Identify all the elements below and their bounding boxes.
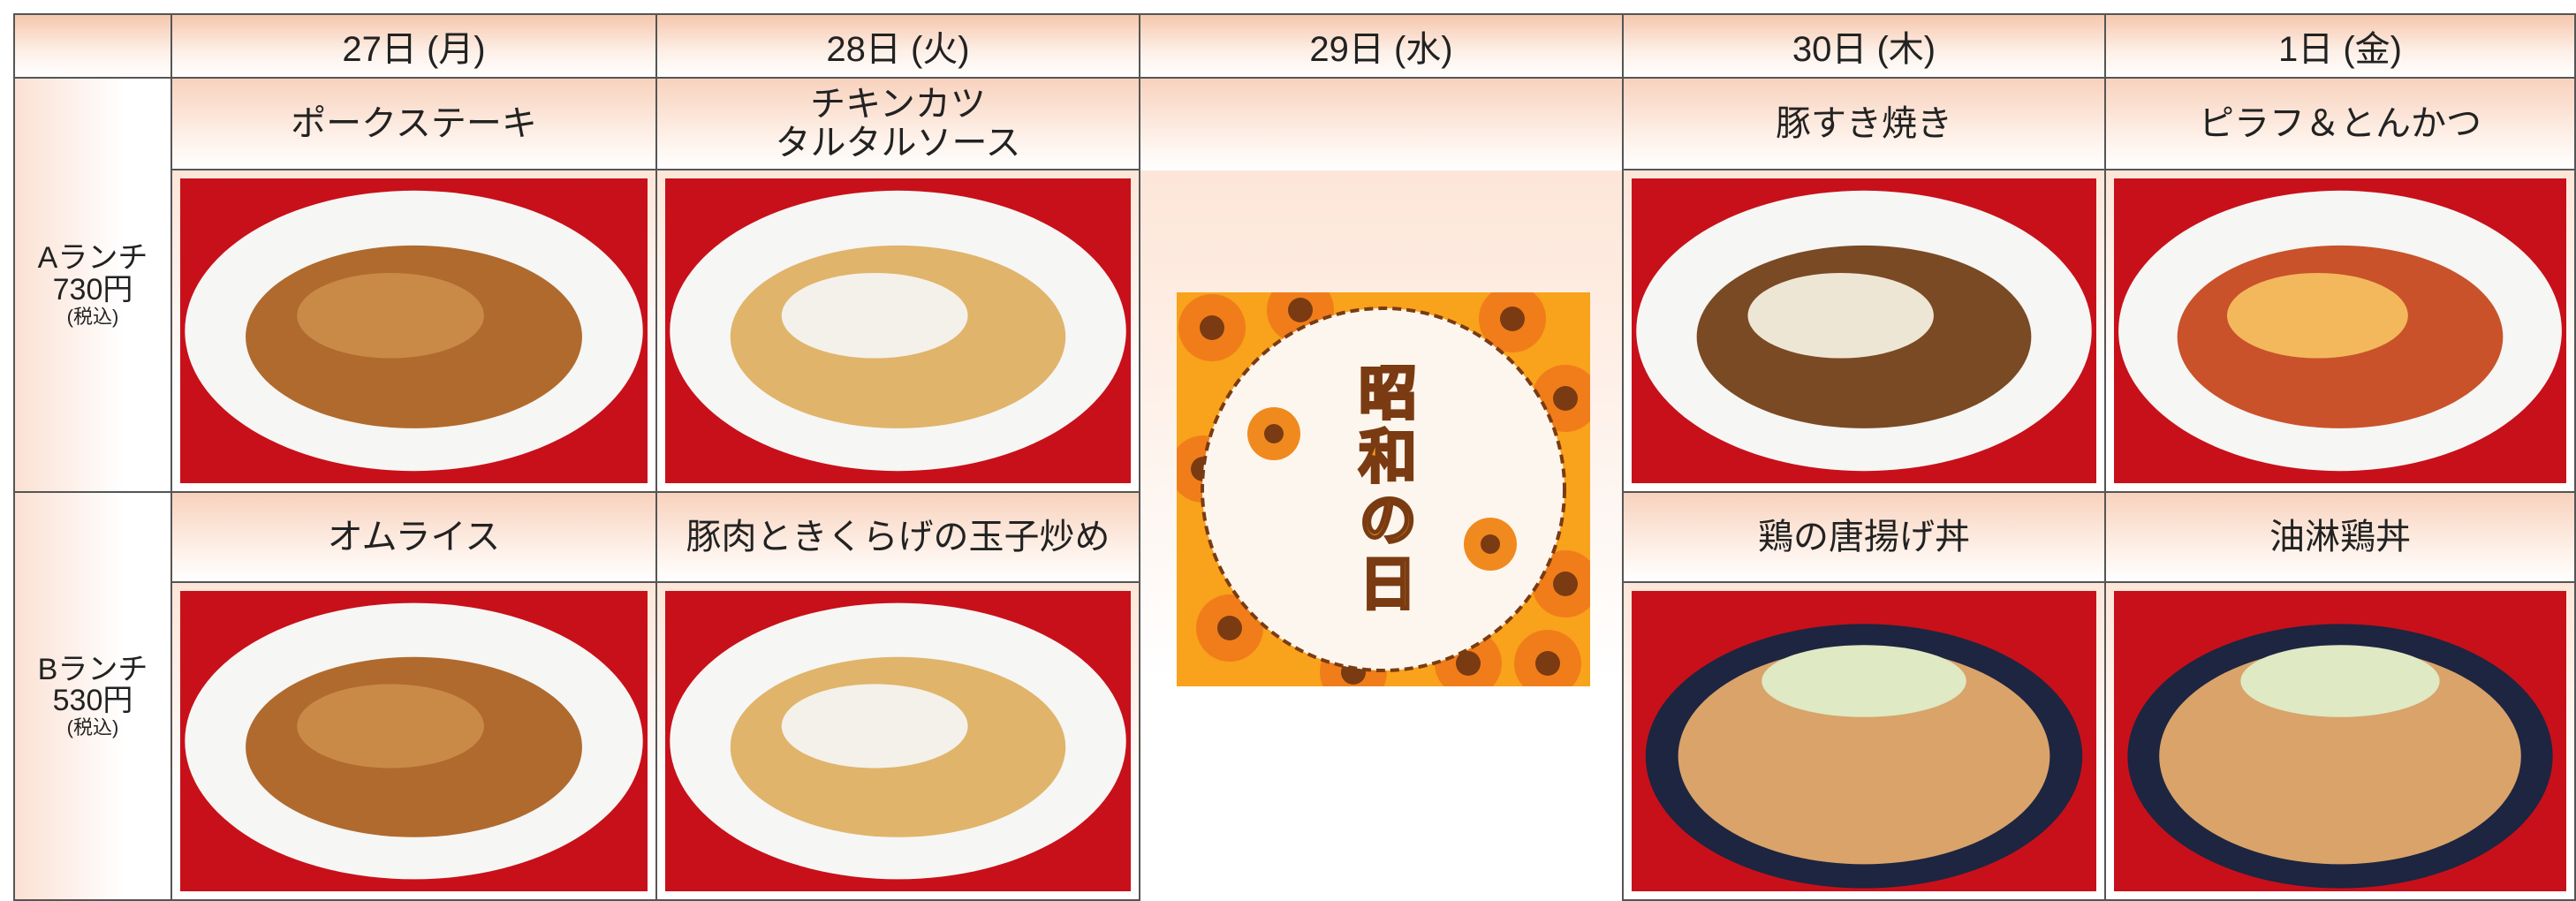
- holiday-label: 昭和の日: [1351, 362, 1417, 617]
- holiday-name-cell: [1140, 79, 1624, 170]
- day-header: 29日 (水): [1140, 13, 1624, 79]
- dish-name: ポークステーキ: [172, 79, 657, 170]
- lunch-price: 730円: [52, 272, 133, 307]
- dish-photo-cell: [657, 170, 1140, 493]
- dish-photo: [665, 178, 1131, 483]
- day-label: 1日 (金): [2278, 30, 2402, 69]
- lunch-name: Bランチ: [37, 652, 148, 686]
- day-label: 28日 (火): [826, 30, 970, 69]
- dish-label: ポークステーキ: [291, 104, 537, 143]
- lunch-label: Bランチ 530円 (税込): [13, 493, 172, 901]
- dish-label: 豚肉ときくらげの玉子炒め: [686, 518, 1110, 556]
- dish-label: 豚すき焼き: [1776, 104, 1952, 143]
- dish-photo-cell: [2106, 583, 2576, 901]
- dish-photo: [1632, 178, 2096, 483]
- day-header: 1日 (金): [2106, 13, 2576, 79]
- dish-photo: [180, 591, 648, 891]
- day-label: 30日 (木): [1792, 30, 1936, 69]
- dish-label: ピラフ＆とんかつ: [2199, 104, 2481, 143]
- dish-name: ピラフ＆とんかつ: [2106, 79, 2576, 170]
- dish-photo-cell: [1624, 583, 2106, 901]
- dish-label: オムライス: [327, 518, 501, 556]
- lunch-note: (税込): [66, 716, 119, 739]
- dish-photo: [1632, 591, 2096, 891]
- dish-label: 鶏の唐揚げ丼: [1758, 518, 1970, 556]
- dish-photo: [665, 591, 1131, 891]
- dish-name: オムライス: [172, 493, 657, 583]
- dish-name: 油淋鶏丼: [2106, 493, 2576, 583]
- day-header: 28日 (火): [657, 13, 1140, 79]
- dish-name: 豚すき焼き: [1624, 79, 2106, 170]
- dish-photo-cell: [172, 583, 657, 901]
- day-header: 27日 (月): [172, 13, 657, 79]
- dish-photo-cell: [657, 583, 1140, 901]
- dish-photo-cell: [1624, 170, 2106, 493]
- day-label: 29日 (水): [1309, 30, 1453, 69]
- day-label: 27日 (月): [342, 30, 486, 69]
- dish-name: 豚肉ときくらげの玉子炒め: [657, 493, 1140, 583]
- dish-name: チキンカツ タルタルソース: [657, 79, 1140, 170]
- day-header: 30日 (木): [1624, 13, 2106, 79]
- dish-photo: [2114, 178, 2566, 483]
- lunch-price: 530円: [52, 684, 133, 718]
- lunch-name: Aランチ: [37, 241, 148, 276]
- corner-cell: [13, 13, 172, 79]
- dish-photo-cell: [172, 170, 657, 493]
- dish-photo: [2114, 591, 2566, 891]
- dish-name: 鶏の唐揚げ丼: [1624, 493, 2106, 583]
- dish-photo: [180, 178, 648, 483]
- dish-photo-cell: [2106, 170, 2576, 493]
- lunch-note: (税込): [66, 305, 119, 328]
- lunch-label: Aランチ 730円 (税込): [13, 79, 172, 493]
- holiday-badge: 昭和の日: [1177, 292, 1590, 686]
- dish-label: チキンカツ タルタルソース: [775, 85, 1021, 163]
- dish-label: 油淋鶏丼: [2269, 518, 2411, 556]
